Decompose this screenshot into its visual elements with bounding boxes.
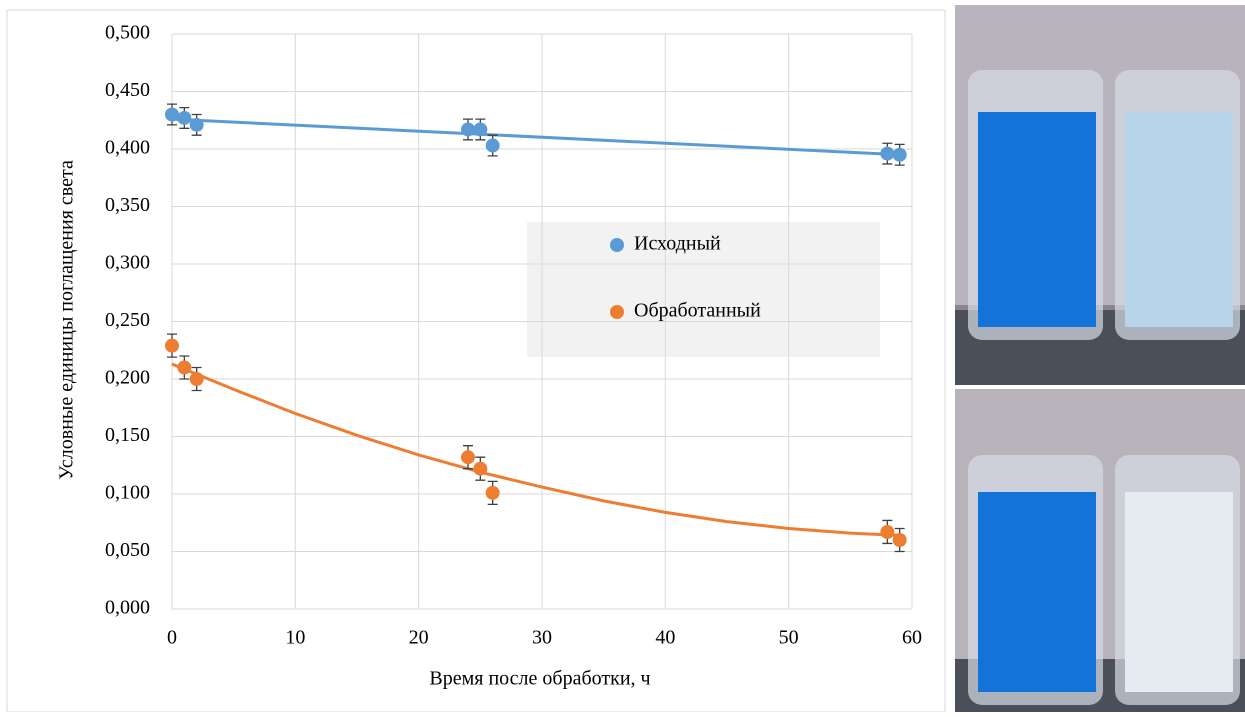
photos	[955, 5, 1245, 712]
data-point	[486, 139, 500, 153]
y-tick-label: 0,500	[105, 22, 150, 44]
data-point	[165, 339, 179, 353]
data-point	[461, 450, 475, 464]
y-tick-label: 0,200	[105, 367, 150, 389]
data-point	[461, 122, 475, 136]
data-point	[880, 525, 894, 539]
y-tick-label: 0,150	[105, 424, 150, 446]
legend-marker	[610, 305, 624, 319]
y-tick-label: 0,100	[105, 482, 150, 504]
data-point	[473, 122, 487, 136]
data-point	[190, 372, 204, 386]
data-point	[880, 147, 894, 161]
data-point	[486, 486, 500, 500]
data-point	[177, 111, 191, 125]
y-tick-label: 0,350	[105, 194, 150, 216]
y-tick-label: 0,400	[105, 137, 150, 159]
data-point	[893, 148, 907, 162]
y-tick-label: 0,450	[105, 79, 150, 101]
x-tick-label: 60	[902, 627, 922, 649]
chart: Время после обработки, ч Условные единиц…	[0, 0, 1245, 712]
x-tick-label: 20	[409, 627, 429, 649]
legend-label: Обработанный	[634, 300, 761, 322]
y-tick-label: 0,000	[105, 597, 150, 619]
data-point	[190, 118, 204, 132]
y-tick-label: 0,300	[105, 252, 150, 274]
x-tick-label: 0	[167, 627, 177, 649]
data-point	[893, 533, 907, 547]
x-tick-label: 40	[655, 627, 675, 649]
y-tick-label: 0,250	[105, 309, 150, 331]
x-tick-label: 10	[285, 627, 305, 649]
x-axis-title: Время после обработки, ч	[429, 668, 650, 690]
data-point	[165, 108, 179, 122]
y-axis-title: Условные единицы поглащения света	[56, 160, 78, 480]
legend-marker	[610, 238, 624, 252]
legend-label: Исходный	[634, 233, 721, 255]
y-tick-label: 0,050	[105, 539, 150, 561]
data-point	[177, 361, 191, 375]
data-point	[473, 462, 487, 476]
x-tick-label: 30	[532, 627, 552, 649]
x-tick-label: 50	[779, 627, 799, 649]
